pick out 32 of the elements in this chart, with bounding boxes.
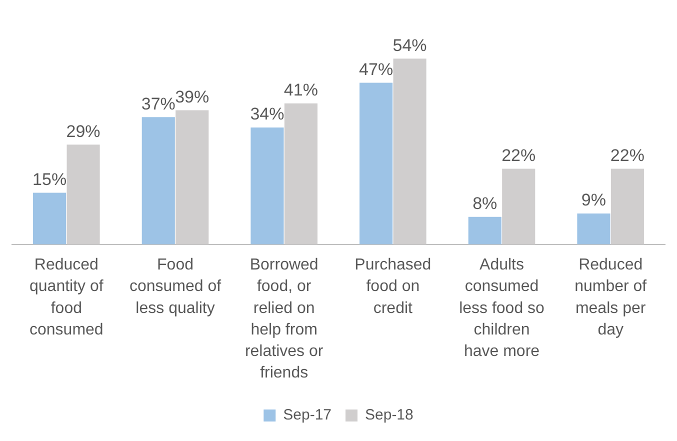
data-label: 15% bbox=[32, 170, 67, 189]
data-label: 22% bbox=[502, 146, 536, 165]
bar bbox=[610, 168, 644, 244]
x-tick-label: Reduced quantity of food consumed bbox=[30, 256, 104, 338]
bar bbox=[577, 213, 610, 244]
data-label: 8% bbox=[472, 194, 498, 214]
x-tick-label: Borrowed food, or relied on help from relatives or friends bbox=[244, 256, 324, 382]
bar bbox=[142, 117, 175, 244]
bar bbox=[33, 192, 66, 244]
data-label: 22% bbox=[610, 146, 644, 165]
legend-label: Sep-18 bbox=[365, 406, 414, 424]
bar bbox=[360, 82, 393, 244]
data-label: 37% bbox=[141, 94, 176, 114]
data-label: 54% bbox=[392, 36, 427, 55]
data-label: 47% bbox=[359, 60, 394, 79]
x-tick-label: Adults consumed less food so children have more bbox=[459, 256, 545, 360]
bar bbox=[284, 103, 318, 244]
data-label: 29% bbox=[66, 122, 100, 141]
x-tick-label: Reduced number of meals per day bbox=[574, 256, 648, 338]
legend-label: Sep-17 bbox=[283, 406, 332, 424]
x-tick-label: Food consumed of less quality bbox=[129, 256, 222, 317]
bar bbox=[66, 144, 100, 244]
bar bbox=[393, 58, 426, 244]
bar bbox=[502, 168, 536, 244]
data-label: 34% bbox=[250, 104, 284, 124]
data-label: 41% bbox=[284, 80, 318, 100]
data-label: 9% bbox=[581, 190, 606, 210]
x-tick-label: Purchased food on credit bbox=[354, 256, 432, 317]
bar bbox=[176, 110, 209, 244]
bar bbox=[250, 127, 284, 244]
data-label: 39% bbox=[175, 87, 210, 106]
bar bbox=[468, 216, 502, 244]
